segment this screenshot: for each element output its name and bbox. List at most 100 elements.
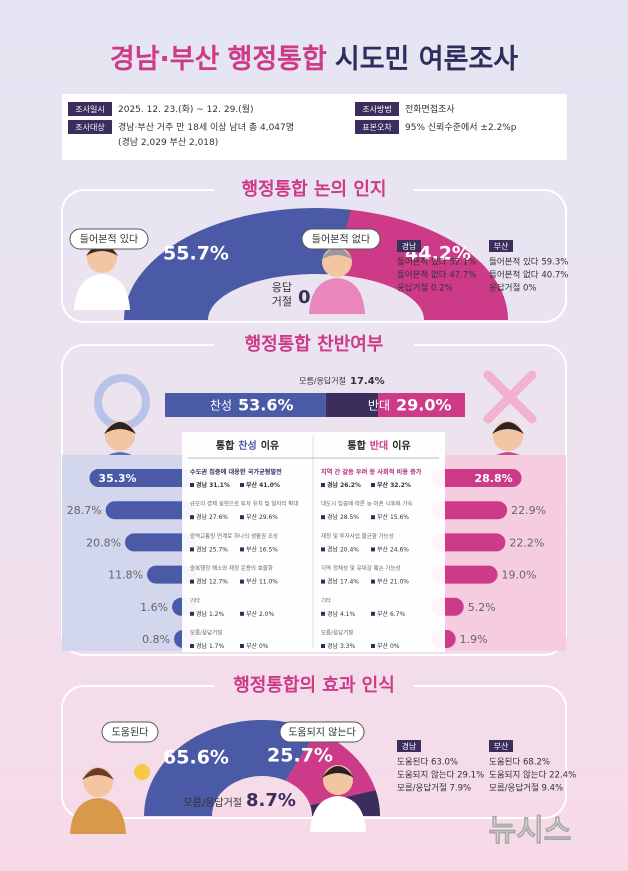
reason-region: 부산 21.0%: [377, 578, 409, 586]
survey-label: 조사일시: [75, 105, 104, 114]
stance-name: 찬성: [210, 398, 232, 413]
donut-segment: [144, 720, 318, 816]
legend-square: [371, 515, 375, 520]
reason-region: 경남 1.7%: [196, 642, 224, 650]
legend-square: [240, 611, 244, 616]
reason-region: 부산 16.5%: [246, 545, 278, 553]
stance-name: 반대: [368, 399, 390, 413]
section-heading: 행정통합 찬반여부: [245, 333, 384, 355]
bubble-label: 들어본적 없다: [312, 233, 370, 246]
region-line: 도움되지 않는다 29.1%: [397, 771, 484, 781]
region-name: 경남: [402, 241, 417, 251]
region-tag: [489, 240, 513, 252]
reason-region: 경남 25.7%: [196, 545, 228, 553]
stance-value: 17.4%: [350, 376, 385, 387]
legend-square: [190, 515, 194, 520]
region-name: 부산: [494, 241, 509, 251]
reason-label: 수도권 집중에 대응한 국가균형발전: [190, 468, 282, 476]
speech-bubble: [279, 721, 365, 743]
person-hair: [321, 248, 353, 260]
reason-bar: [431, 565, 498, 584]
con-band: [441, 455, 566, 651]
reason-heading: 통합 찬성 이유: [216, 439, 279, 452]
legend-square: [240, 644, 244, 648]
reason-region: 경남 12.7%: [196, 578, 228, 586]
legend-square: [321, 483, 325, 487]
reason-label: 중복행정 해소와 재정 운용의 효율화: [190, 564, 273, 572]
survey-text: 95% 신뢰수준에서 ±2.2%p: [405, 122, 517, 133]
region-line: 들어본적 없다 40.7%: [489, 270, 568, 281]
reason-bar: [431, 501, 508, 520]
stance-name: 모름/응답거절: [299, 376, 346, 386]
reason-label: 지역 간 갈등 우려 등 사회적 비용 증가: [321, 468, 422, 476]
legend-square: [371, 483, 375, 487]
survey-label-box: [68, 120, 112, 134]
reason-bar: [89, 469, 196, 487]
survey-label-box: [68, 102, 112, 116]
legend-square: [321, 611, 325, 616]
region-line: 도움된다 63.0%: [397, 757, 458, 768]
survey-label-box: [355, 102, 399, 116]
x-symbol: [483, 370, 537, 424]
legend-square: [190, 547, 194, 552]
reason-label: 지역 정체성 및 유대감 훼손 가능성: [321, 564, 401, 572]
reason-label: 대도시 집중에 따른 농·어촌 낙후화 가속: [321, 500, 412, 508]
speech-bubble: [69, 228, 149, 250]
reason-label: 규모의 경제 실현으로 투자 유치 및 일자리 확대: [190, 500, 298, 508]
region-tag: [489, 740, 513, 752]
section-heading-bg: [214, 672, 414, 700]
stance-value: 53.6%: [238, 396, 294, 415]
reason-value: 19.0%: [502, 569, 537, 582]
legend-square: [190, 483, 194, 487]
bubble-label: 들어본적 있다: [80, 234, 138, 246]
watermark: 뉴시스: [489, 814, 572, 849]
reason-value: 11.8%: [108, 569, 143, 582]
survey-label-box: [355, 120, 399, 134]
stance-bar: [165, 393, 326, 417]
legend-square: [371, 611, 375, 616]
reason-label: 기타: [190, 596, 200, 604]
section-heading: 행정통합의 효과 인식: [233, 674, 395, 696]
region-line: 들어본적 없다 47.7%: [397, 270, 476, 281]
reason-region: 부산 32.2%: [377, 481, 411, 489]
reason-value: 5.2%: [468, 601, 496, 614]
legend-square: [321, 515, 325, 520]
reason-region: 부산 29.6%: [246, 513, 278, 521]
title-topic: 행정통합: [227, 44, 327, 75]
reason-value: 1.9%: [460, 633, 488, 646]
reason-bar: [431, 533, 506, 552]
person-body: [74, 274, 130, 310]
region-line: 모름/응답거절 9.4%: [489, 783, 563, 794]
person-hair: [492, 422, 524, 434]
reason-region: 경남 17.4%: [327, 578, 359, 586]
legend-square: [190, 579, 194, 584]
bubble-label: 도움되지 않는다: [288, 727, 356, 739]
reason-value: 28.7%: [67, 504, 102, 517]
title-rest: 시도민 여론조사: [335, 44, 518, 75]
legend-square: [190, 644, 194, 648]
bulb: [134, 764, 150, 780]
reason-bar: [105, 501, 196, 520]
value-label: 65.6%: [163, 747, 229, 769]
legend-square: [190, 611, 194, 616]
survey-label: 조사대상: [75, 122, 105, 132]
main-title: 경남·부산 행정통합 시도민 여론조사: [110, 44, 518, 75]
legend-square: [321, 547, 325, 552]
person-hair: [82, 768, 114, 780]
reason-heading: 통합 반대 이유: [347, 439, 410, 452]
person-hair: [104, 422, 136, 434]
heading-keyword: 찬성: [238, 439, 256, 452]
reason-label: 광역교통망 연계로 하나의 생활권 조성: [190, 532, 278, 540]
legend-square: [371, 547, 375, 552]
heading-prefix: 통합: [216, 439, 235, 452]
region-tag: [397, 740, 421, 752]
reason-region: 경남 28.5%: [327, 513, 359, 521]
reason-value: 0.8%: [142, 633, 170, 646]
survey-text: 경남·부산 거주 만 18세 이상 남녀 총 4,047명: [118, 121, 294, 133]
stance-bar: [378, 393, 465, 417]
legend-square: [321, 644, 325, 648]
legend-square: [240, 483, 244, 487]
reason-label: 재정 및 투자사업 불균형 가능성: [321, 532, 394, 540]
survey-label: 표본오차: [362, 123, 392, 132]
reason-region: 부산 24.6%: [377, 545, 409, 553]
